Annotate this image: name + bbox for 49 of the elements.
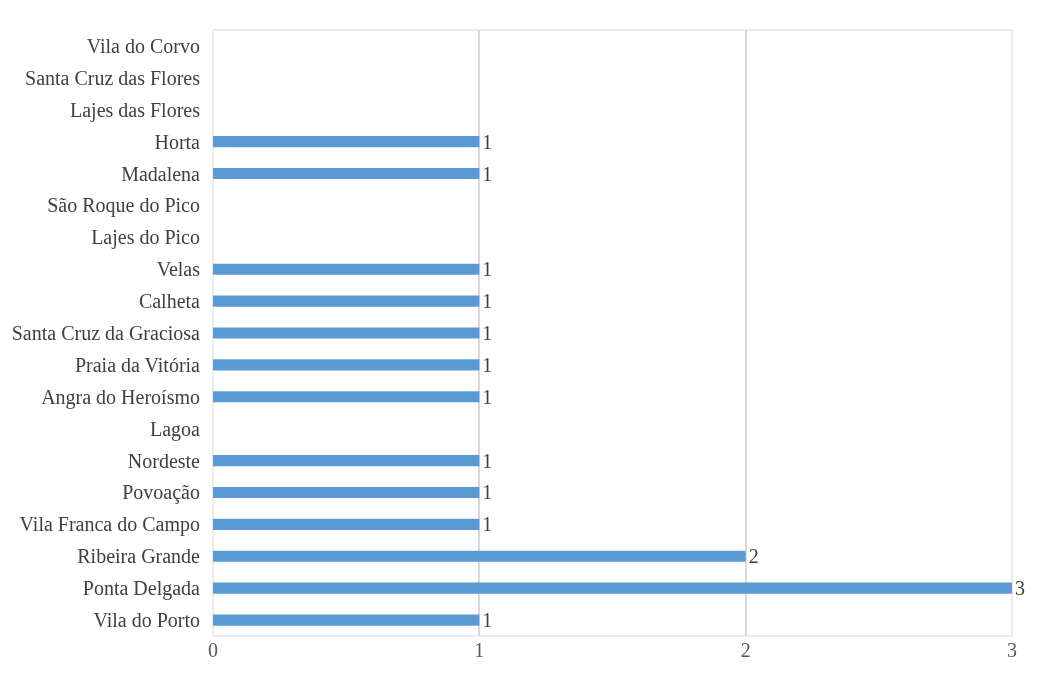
y-tick-label: Vila do Porto <box>93 609 200 632</box>
x-tick-label: 1 <box>474 639 485 661</box>
bar <box>213 295 480 307</box>
y-tick-label: Santa Cruz da Graciosa <box>11 322 201 344</box>
y-tick-label: Madalena <box>121 162 201 185</box>
y-tick-label: Santa Cruz das Flores <box>25 66 201 89</box>
y-tick-label: Horta <box>154 130 201 153</box>
bar <box>213 582 1012 594</box>
data-label: 1 <box>482 258 493 281</box>
y-tick-label: São Roque do Pico <box>47 194 200 218</box>
bar <box>213 136 480 148</box>
y-tick-label: Angra do Heroísmo <box>41 385 200 409</box>
bar <box>213 550 746 562</box>
data-label: 1 <box>482 162 493 185</box>
data-label: 1 <box>482 609 493 632</box>
bar <box>213 486 480 499</box>
y-tick-label: Velas <box>156 258 201 281</box>
bar <box>213 391 480 403</box>
y-tick-label: Ponta Delgada <box>82 577 201 601</box>
y-tick-label: Praia da Vitória <box>74 353 201 376</box>
y-tick-label: Vila Franca do Campo <box>19 513 200 537</box>
bar <box>213 455 480 467</box>
data-label: 1 <box>482 353 493 376</box>
data-label: 1 <box>482 385 493 408</box>
data-label: 1 <box>482 322 493 344</box>
x-tick-label: 3 <box>1007 639 1017 661</box>
bar <box>213 614 480 626</box>
data-label: 1 <box>482 449 493 472</box>
bar <box>213 263 480 275</box>
y-tick-label: Calheta <box>138 290 201 313</box>
y-tick-label: Vila do Corvo <box>86 34 200 57</box>
y-tick-label: Ribeira Grande <box>77 545 201 568</box>
data-label: 3 <box>1015 577 1025 600</box>
data-label: 1 <box>482 513 493 536</box>
y-tick-label: Povoação <box>122 481 200 505</box>
y-tick-label: Nordeste <box>127 449 201 472</box>
data-label: 1 <box>482 481 493 504</box>
bar <box>213 327 480 339</box>
data-label: 2 <box>748 545 759 568</box>
bar <box>213 359 480 371</box>
bar <box>213 167 480 180</box>
data-label: 1 <box>482 290 493 313</box>
y-tick-label: Lajes do Pico <box>91 226 200 250</box>
y-tick-label: Lagoa <box>150 417 201 441</box>
x-tick-label: 2 <box>740 639 751 661</box>
y-tick-label: Lajes das Flores <box>70 98 201 122</box>
data-label: 1 <box>482 130 493 153</box>
x-tick-label: 0 <box>208 639 218 661</box>
bar <box>213 518 480 530</box>
